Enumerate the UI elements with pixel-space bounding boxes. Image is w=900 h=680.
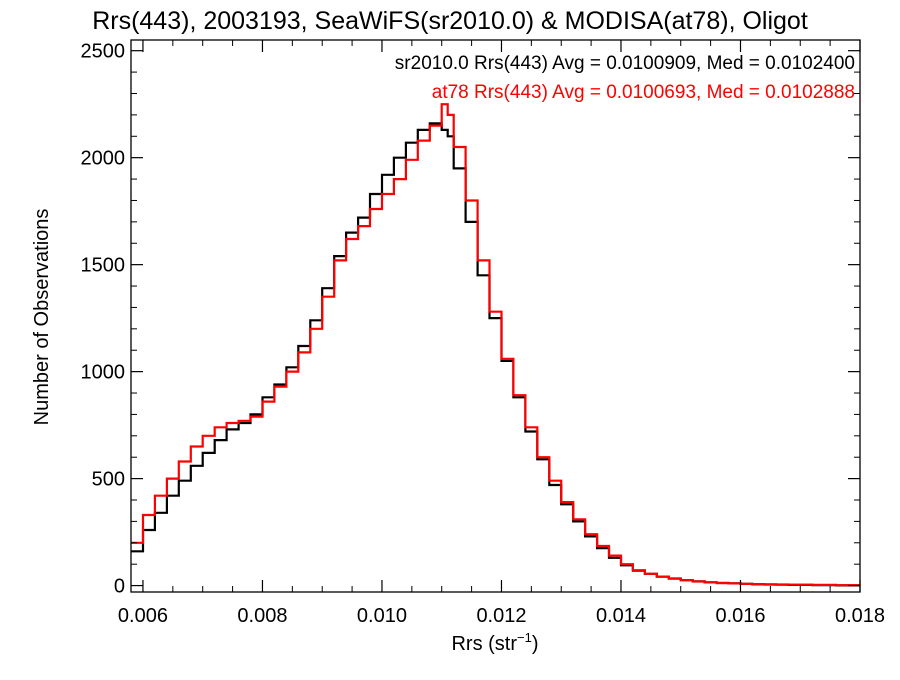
x-tick-label: 0.006: [118, 605, 168, 627]
y-tick-label: 500: [92, 469, 125, 491]
x-tick-label: 0.008: [237, 605, 287, 627]
x-axis-label: Rrs (str−1): [451, 630, 538, 655]
y-axis-label: Number of Observations: [31, 209, 53, 426]
x-tick-label: 0.010: [357, 605, 407, 627]
x-tick-label: 0.018: [835, 605, 885, 627]
x-axis-label-suffix: ): [532, 633, 539, 655]
series-line-0: [131, 122, 860, 587]
y-tick-label: 2000: [81, 148, 126, 170]
x-tick-label: 0.012: [476, 605, 526, 627]
chart-title: Rrs(443), 2003193, SeaWiFS(sr2010.0) & M…: [92, 7, 808, 35]
series-line-1: [131, 103, 860, 587]
y-tick-label: 0: [114, 576, 125, 598]
legend-entry-sr2010: sr2010.0 Rrs(443) Avg = 0.0100909, Med =…: [395, 53, 855, 74]
plot-frame: [130, 39, 861, 593]
x-tick-label: 0.014: [596, 605, 646, 627]
plot-area: 0.006 0.008 0.010 0.012 0.014 0.016 0.018 0 500 1…: [81, 39, 885, 627]
y-tick-label: 1500: [81, 255, 126, 277]
y-tick-label: 2500: [81, 41, 126, 63]
x-tick-label: 0.016: [715, 605, 765, 627]
legend-entry-at78: at78 Rrs(443) Avg = 0.0100693, Med = 0.0…: [432, 82, 855, 103]
x-axis-label-main: Rrs (str: [451, 633, 517, 655]
x-axis-label-superscript: −1: [517, 630, 532, 645]
y-tick-label: 1000: [81, 362, 126, 384]
